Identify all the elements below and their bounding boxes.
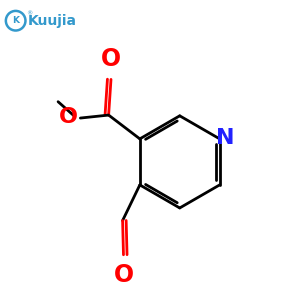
Text: O: O (59, 107, 78, 127)
Text: Kuujia: Kuujia (28, 14, 77, 28)
Text: O: O (113, 263, 134, 287)
Text: K: K (12, 16, 19, 25)
Text: O: O (101, 47, 121, 71)
Text: N: N (216, 128, 234, 148)
Text: ®: ® (26, 11, 32, 16)
